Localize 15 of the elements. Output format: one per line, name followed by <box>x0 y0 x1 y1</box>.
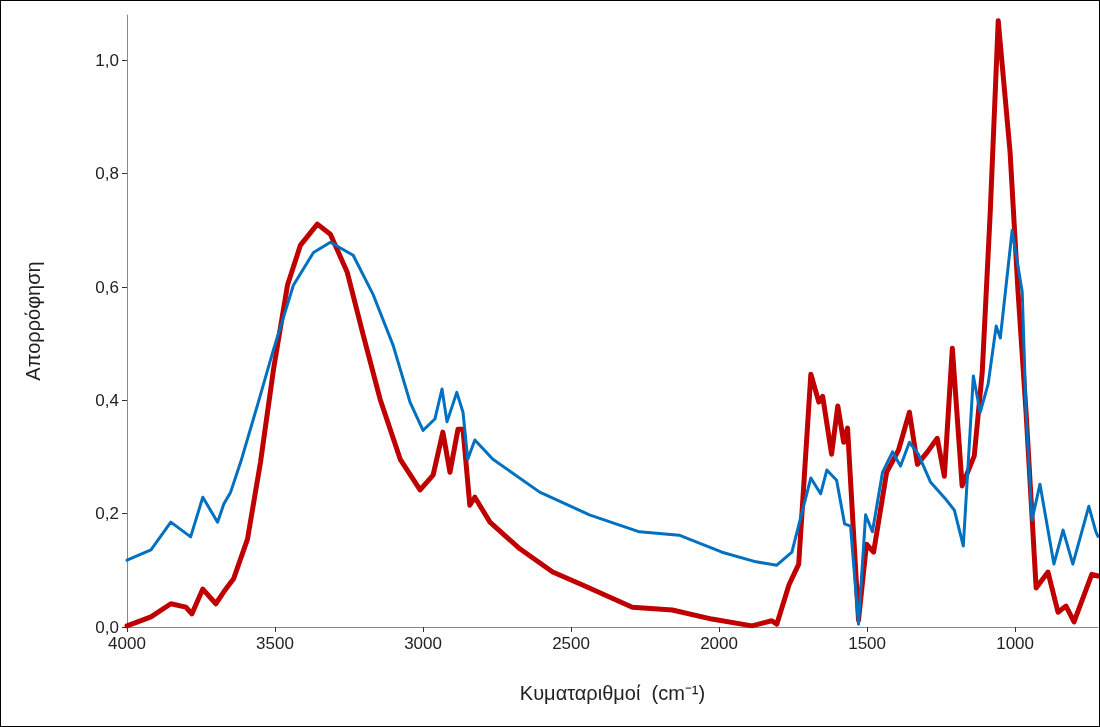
y-tick-label: 0,4 <box>95 390 119 410</box>
x-tick-label: 1000 <box>996 634 1035 653</box>
x-tick-label: 2000 <box>700 634 738 653</box>
x-tick-label: 1500 <box>848 634 887 653</box>
x-tick-label: 3000 <box>404 634 442 653</box>
y-tick-label: 0,2 <box>95 504 119 524</box>
y-tick-label: 1,0 <box>95 50 119 70</box>
y-axis-title: Απορρόφηση <box>22 261 44 381</box>
x-axis-title: Κυματαριθμοί (cm⁻¹) <box>519 682 706 704</box>
y-tick-label: 0,0 <box>95 617 119 637</box>
x-tick-label: 4000 <box>108 634 146 653</box>
y-tick-label: 0,6 <box>95 277 119 297</box>
x-tick-label: 2500 <box>552 634 590 653</box>
y-tick-label: 0,8 <box>95 164 119 184</box>
x-tick-label: 3500 <box>256 634 294 653</box>
